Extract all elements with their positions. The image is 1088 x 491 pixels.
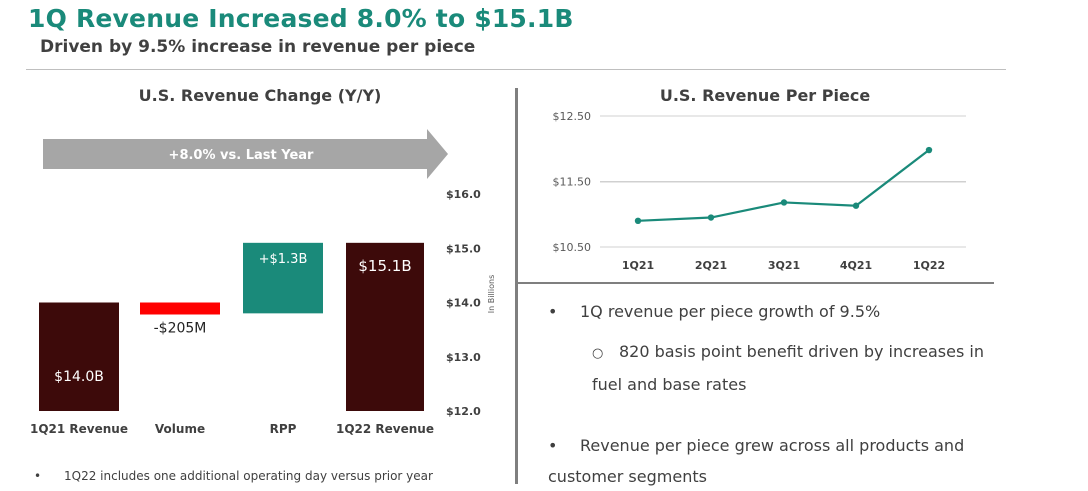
bullet-icon: • bbox=[548, 436, 558, 455]
bullet-icon: • bbox=[34, 469, 42, 483]
waterfall-bar bbox=[140, 302, 220, 315]
data-point bbox=[780, 199, 788, 206]
sub-bullet-text: 820 basis point benefit driven by increa… bbox=[592, 342, 984, 394]
sub-bullet-item: ○ 820 basis point benefit driven by incre… bbox=[592, 336, 1012, 400]
waterfall-data-label: +$1.3B bbox=[259, 252, 308, 267]
bullet-item: • Revenue per piece grew across all produ… bbox=[548, 430, 1008, 491]
y-tick-label: $11.50 bbox=[553, 176, 592, 189]
y-tick-label: $12.0 bbox=[446, 405, 481, 418]
x-category-label: 2Q21 bbox=[695, 259, 727, 272]
growth-arrow bbox=[43, 129, 448, 179]
y-tick-label: $15.0 bbox=[446, 242, 481, 255]
horizontal-divider bbox=[518, 282, 994, 284]
revenue-per-piece-line bbox=[637, 149, 930, 222]
waterfall-data-label: -$205M bbox=[154, 321, 207, 337]
x-category-label: 4Q21 bbox=[840, 259, 872, 272]
y-tick-label: $12.50 bbox=[553, 110, 592, 123]
y-tick-label: $13.0 bbox=[446, 351, 481, 364]
line-chart-title: U.S. Revenue Per Piece bbox=[659, 86, 871, 105]
growth-arrow-label: +8.0% vs. Last Year bbox=[169, 148, 314, 163]
bullet-icon: • bbox=[548, 302, 558, 321]
footnote-text: 1Q22 includes one additional operating d… bbox=[64, 469, 433, 483]
data-point bbox=[707, 214, 715, 221]
x-category-label: 3Q21 bbox=[768, 259, 800, 272]
y-tick-label: $14.0 bbox=[446, 297, 481, 310]
waterfall-bar bbox=[346, 242, 424, 411]
x-category-label: Volume bbox=[155, 422, 205, 436]
y-tick-label: $10.50 bbox=[553, 241, 592, 254]
vertical-divider bbox=[515, 88, 518, 484]
data-point bbox=[852, 202, 860, 209]
bullet-text: Revenue per piece grew across all produc… bbox=[548, 436, 965, 486]
waterfall-bar bbox=[243, 242, 323, 314]
y-axis-label: In Billions bbox=[487, 275, 496, 313]
footnote: • 1Q22 includes one additional operating … bbox=[34, 469, 433, 483]
bullet-text: 1Q revenue per piece growth of 9.5% bbox=[580, 302, 881, 321]
bullet-item: • 1Q revenue per piece growth of 9.5% bbox=[548, 302, 880, 321]
x-category-label: 1Q21 Revenue bbox=[30, 422, 128, 436]
waterfall-chart-title: U.S. Revenue Change (Y/Y) bbox=[138, 86, 382, 105]
page-title: 1Q Revenue Increased 8.0% to $15.1B bbox=[28, 4, 574, 33]
waterfall-data-label: $14.0B bbox=[54, 369, 104, 385]
x-category-label: 1Q22 bbox=[913, 259, 945, 272]
data-point bbox=[634, 217, 642, 224]
waterfall-bar bbox=[39, 302, 119, 411]
x-category-label: 1Q22 Revenue bbox=[336, 422, 434, 436]
x-category-label: RPP bbox=[270, 422, 297, 436]
waterfall-data-label: $15.1B bbox=[358, 257, 411, 275]
title-divider bbox=[26, 69, 1006, 70]
page-subtitle: Driven by 9.5% increase in revenue per p… bbox=[40, 37, 476, 57]
x-category-label: 1Q21 bbox=[622, 259, 654, 272]
y-tick-label: $16.0 bbox=[446, 188, 481, 201]
hollow-bullet-icon: ○ bbox=[592, 346, 604, 361]
data-point bbox=[925, 146, 933, 154]
